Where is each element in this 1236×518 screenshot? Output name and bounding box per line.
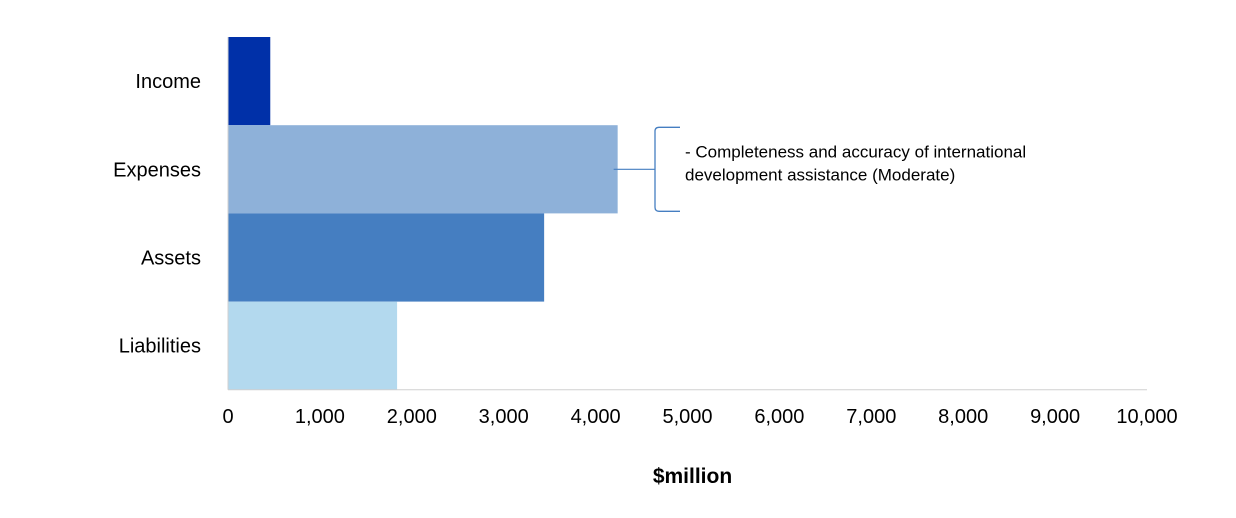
- x-tick-label: 7,000: [846, 406, 896, 428]
- category-label-income: Income: [135, 71, 201, 93]
- x-tick-label: 5,000: [662, 406, 712, 428]
- annotation-text-line: - Completeness and accuracy of internati…: [685, 142, 1026, 161]
- x-tick-label: 6,000: [754, 406, 804, 428]
- bar-liabilities: [228, 301, 398, 390]
- x-tick-label: 1,000: [295, 406, 345, 428]
- x-tick-label: 4,000: [571, 406, 621, 428]
- x-tick-label: 9,000: [1030, 406, 1080, 428]
- x-tick-label: 10,000: [1116, 406, 1177, 428]
- x-tick-label: 3,000: [479, 406, 529, 428]
- x-axis-title: $million: [653, 465, 732, 488]
- category-label-expenses: Expenses: [113, 159, 201, 181]
- category-label-assets: Assets: [141, 248, 201, 270]
- x-tick-label: 8,000: [938, 406, 988, 428]
- bar-income: [228, 37, 271, 126]
- bar-expenses: [228, 125, 618, 214]
- bar-assets: [228, 213, 545, 302]
- annotation-bracket: [654, 126, 680, 212]
- category-label-liabilities: Liabilities: [119, 336, 201, 358]
- x-tick-label: 0: [222, 406, 233, 428]
- x-tick-label: 2,000: [387, 406, 437, 428]
- annotation-text-line: development assistance (Moderate): [685, 165, 955, 184]
